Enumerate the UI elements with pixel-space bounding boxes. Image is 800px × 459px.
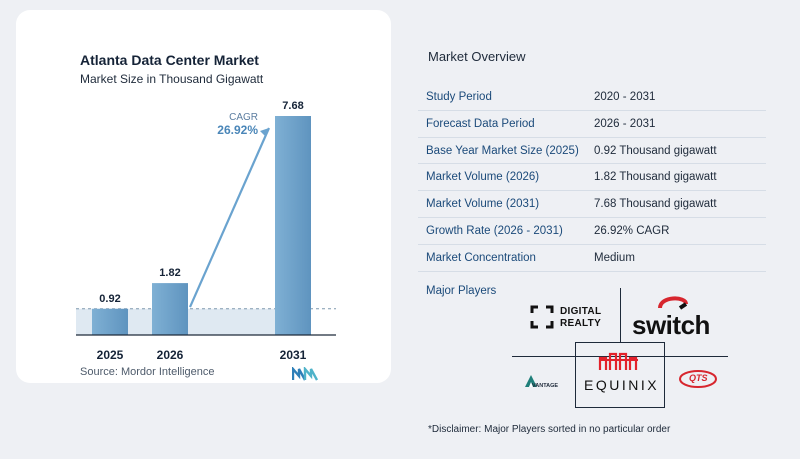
overview-value: 2026 - 2031	[594, 117, 656, 130]
overview-table: Study Period 2020 - 2031 Forecast Data Per…	[418, 84, 766, 272]
data-label: 7.68	[282, 100, 303, 112]
digital-realty-mark-icon	[530, 305, 554, 329]
logo-box-right-edge	[664, 342, 665, 408]
vantage-text: VANTAGE	[532, 383, 559, 389]
category-label: 2031	[280, 348, 307, 362]
overview-value: 7.68 Thousand gigawatt	[594, 198, 717, 211]
bar	[152, 283, 188, 335]
chart-subtitle: Market Size in Thousand Gigawatt	[80, 72, 264, 86]
qts-text: QTS	[689, 373, 708, 383]
overview-label: Base Year Market Size (2025)	[426, 144, 579, 157]
switch-text: switch	[632, 310, 710, 340]
logo-box-top-edge	[575, 342, 665, 343]
disclaimer: *Disclaimer: Major Players sorted in no …	[428, 424, 671, 435]
cagr-arrow	[188, 127, 271, 308]
overview-row: Market Concentration Medium	[418, 245, 766, 272]
overview-value: 2020 - 2031	[594, 91, 656, 103]
overview-label: Market Concentration	[426, 251, 536, 264]
overview-row: Market Volume (2031) 7.68 Thousand gigawa…	[418, 191, 766, 218]
vantage-mark-icon	[525, 375, 537, 387]
overview-label: Growth Rate (2026 - 2031)	[426, 224, 563, 237]
overview-row: Study Period 2020 - 2031	[418, 84, 766, 111]
overview-row: Forecast Data Period 2026 - 2031	[418, 111, 766, 138]
overview-label: Market Volume (2026)	[426, 171, 540, 184]
qts-logo: QTS	[678, 368, 718, 390]
data-label: 1.82	[159, 267, 180, 279]
overview-row: Growth Rate (2026 - 2031) 26.92% CAGR	[418, 218, 766, 245]
equinix-mark-icon	[598, 352, 638, 370]
equinix-text: EQUINIX	[584, 377, 660, 393]
chart-card: 0.92 2025 1.82 2026 7.68 2031 CAGR 26.92% Atlan…	[16, 10, 391, 383]
category-label: 2026	[157, 348, 184, 362]
switch-swoosh-icon	[658, 296, 688, 310]
digital-realty-logo: DIGITAL REALTY	[530, 303, 610, 331]
overview-row: Base Year Market Size (2025) 0.92 Thousan…	[418, 138, 766, 165]
overview-title: Market Overview	[428, 49, 526, 64]
chart-title: Atlanta Data Center Market	[80, 52, 259, 68]
mordor-logo-icon	[292, 367, 318, 381]
overview-label: Forecast Data Period	[426, 117, 535, 130]
switch-logo: switch	[632, 294, 722, 342]
overview-value: 0.92 Thousand gigawatt	[594, 144, 717, 157]
overview-value: 26.92% CAGR	[594, 224, 670, 237]
bar	[275, 116, 311, 335]
overview-label: Study Period	[426, 91, 492, 103]
data-label: 0.92	[99, 293, 120, 305]
digital-realty-text-2: REALTY	[560, 318, 602, 329]
bar	[92, 308, 128, 335]
vantage-logo: VANTAGE	[524, 374, 568, 398]
major-players-title: Major Players	[426, 285, 497, 297]
cagr-value: 26.92%	[217, 123, 258, 137]
logo-box-bottom-edge	[575, 407, 665, 408]
cagr-label: CAGR	[229, 112, 258, 123]
overview-row: Market Volume (2026) 1.82 Thousand gigawa…	[418, 164, 766, 192]
digital-realty-text-1: DIGITAL	[560, 306, 602, 317]
cagr-arrowhead	[260, 128, 269, 137]
equinix-logo: EQUINIX	[578, 350, 662, 400]
category-label: 2025	[97, 348, 124, 362]
qts-mark-icon	[679, 370, 717, 388]
logo-box-left-edge	[575, 342, 576, 408]
overview-label: Market Volume (2031)	[426, 198, 540, 211]
source-text: Source: Mordor Intelligence	[80, 366, 215, 378]
overview-value: Medium	[594, 251, 635, 264]
overview-value: 1.82 Thousand gigawatt	[594, 171, 717, 184]
logo-divider-vertical	[620, 288, 621, 342]
